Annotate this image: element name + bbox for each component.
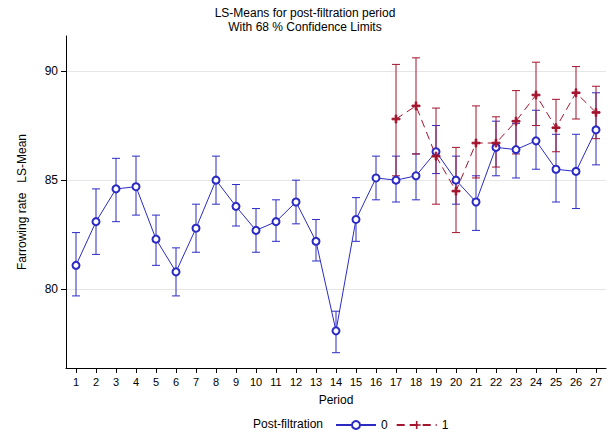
svg-text:17: 17 bbox=[390, 376, 402, 388]
svg-text:16: 16 bbox=[370, 376, 382, 388]
svg-text:22: 22 bbox=[490, 376, 502, 388]
svg-text:Farrowing rate LS-Mean: Farrowing rate LS-Mean bbox=[15, 134, 29, 270]
svg-text:Post-filtration: Post-filtration bbox=[253, 417, 323, 431]
svg-text:2: 2 bbox=[93, 376, 99, 388]
svg-text:9: 9 bbox=[233, 376, 239, 388]
svg-text:11: 11 bbox=[270, 376, 281, 388]
svg-text:25: 25 bbox=[550, 376, 562, 388]
svg-text:0: 0 bbox=[381, 418, 388, 432]
svg-text:27: 27 bbox=[590, 376, 602, 388]
svg-text:Period: Period bbox=[319, 393, 354, 407]
svg-text:80: 80 bbox=[45, 282, 59, 296]
svg-text:7: 7 bbox=[193, 376, 199, 388]
svg-text:15: 15 bbox=[350, 376, 362, 388]
svg-text:With 68 % Confidence Limits: With 68 % Confidence Limits bbox=[228, 20, 381, 34]
svg-text:6: 6 bbox=[173, 376, 179, 388]
svg-text:21: 21 bbox=[470, 376, 482, 388]
svg-text:19: 19 bbox=[430, 376, 442, 388]
svg-text:26: 26 bbox=[570, 376, 582, 388]
svg-text:85: 85 bbox=[45, 173, 59, 187]
svg-text:4: 4 bbox=[133, 376, 139, 388]
svg-text:24: 24 bbox=[530, 376, 542, 388]
svg-text:18: 18 bbox=[410, 376, 422, 388]
svg-text:20: 20 bbox=[450, 376, 462, 388]
svg-text:5: 5 bbox=[153, 376, 159, 388]
svg-text:23: 23 bbox=[510, 376, 522, 388]
svg-text:90: 90 bbox=[45, 64, 59, 78]
svg-text:1: 1 bbox=[442, 418, 449, 432]
svg-text:3: 3 bbox=[113, 376, 119, 388]
svg-text:8: 8 bbox=[213, 376, 219, 388]
svg-text:12: 12 bbox=[290, 376, 302, 388]
svg-text:LS-Means for post-filtration p: LS-Means for post-filtration period bbox=[215, 6, 396, 20]
svg-text:10: 10 bbox=[250, 376, 262, 388]
svg-text:13: 13 bbox=[310, 376, 322, 388]
svg-text:1: 1 bbox=[73, 376, 79, 388]
svg-text:14: 14 bbox=[330, 376, 342, 388]
